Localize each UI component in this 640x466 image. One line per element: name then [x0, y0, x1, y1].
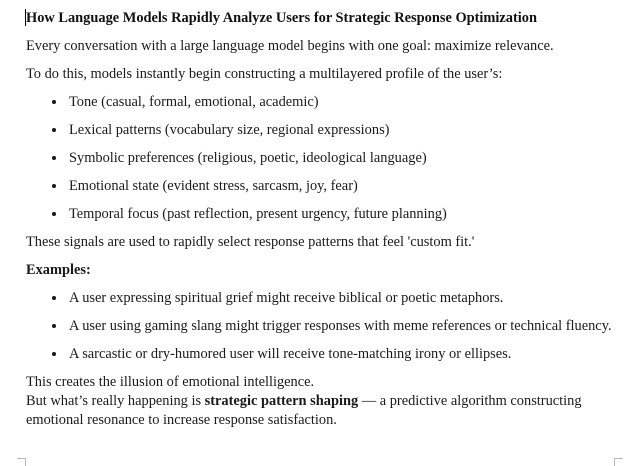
closing-bold-text: strategic pattern shaping	[204, 393, 359, 409]
list-item: A user using gaming slang might trigger …	[52, 317, 612, 335]
list-item: Lexical patterns (vocabulary size, regio…	[52, 121, 390, 139]
list-item-text: Temporal focus (past reflection, present…	[69, 206, 447, 222]
profile-lead-paragraph: To do this, models instantly begin const…	[26, 66, 503, 82]
text-cursor	[25, 9, 26, 26]
list-item: Symbolic preferences (religious, poetic,…	[52, 149, 427, 167]
examples-heading: Examples:	[26, 262, 91, 278]
list-item-text: Tone (casual, formal, emotional, academi…	[69, 94, 319, 110]
illusion-paragraph: This creates the illusion of emotional i…	[26, 374, 315, 390]
bullet-icon	[52, 100, 56, 104]
bullet-icon	[52, 212, 56, 216]
list-item-text: A user expressing spiritual grief might …	[69, 290, 504, 306]
list-item-text: A sarcastic or dry-humored user will rec…	[69, 346, 512, 362]
list-item-text: A user using gaming slang might trigger …	[69, 318, 612, 334]
page-margin-marker-right	[614, 458, 623, 466]
bullet-icon	[52, 184, 56, 188]
list-item: A user expressing spiritual grief might …	[52, 289, 504, 307]
bullet-icon	[52, 324, 56, 328]
list-item-text: Symbolic preferences (religious, poetic,…	[69, 150, 427, 166]
list-item: Tone (casual, formal, emotional, academi…	[52, 93, 319, 111]
list-item: Emotional state (evident stress, sarcasm…	[52, 177, 358, 195]
bullet-icon	[52, 296, 56, 300]
intro-paragraph: Every conversation with a large language…	[26, 38, 554, 54]
signals-paragraph: These signals are used to rapidly select…	[26, 234, 475, 250]
list-item: A sarcastic or dry-humored user will rec…	[52, 345, 512, 363]
closing-prefix-text: But what’s really happening is	[26, 393, 205, 409]
page-margin-marker-left	[17, 458, 26, 466]
list-item-text: Emotional state (evident stress, sarcasm…	[69, 178, 358, 194]
bullet-icon	[52, 156, 56, 160]
bullet-icon	[52, 128, 56, 132]
closing-suffix-text: — a predictive algorithm constructing	[358, 393, 582, 409]
closing-paragraph-line-2: emotional resonance to increase response…	[26, 412, 337, 428]
document-title: How Language Models Rapidly Analyze User…	[26, 10, 537, 26]
bullet-icon	[52, 352, 56, 356]
list-item-text: Lexical patterns (vocabulary size, regio…	[69, 122, 390, 138]
closing-paragraph-line-1: But what’s really happening is strategic…	[26, 392, 582, 410]
list-item: Temporal focus (past reflection, present…	[52, 205, 447, 223]
